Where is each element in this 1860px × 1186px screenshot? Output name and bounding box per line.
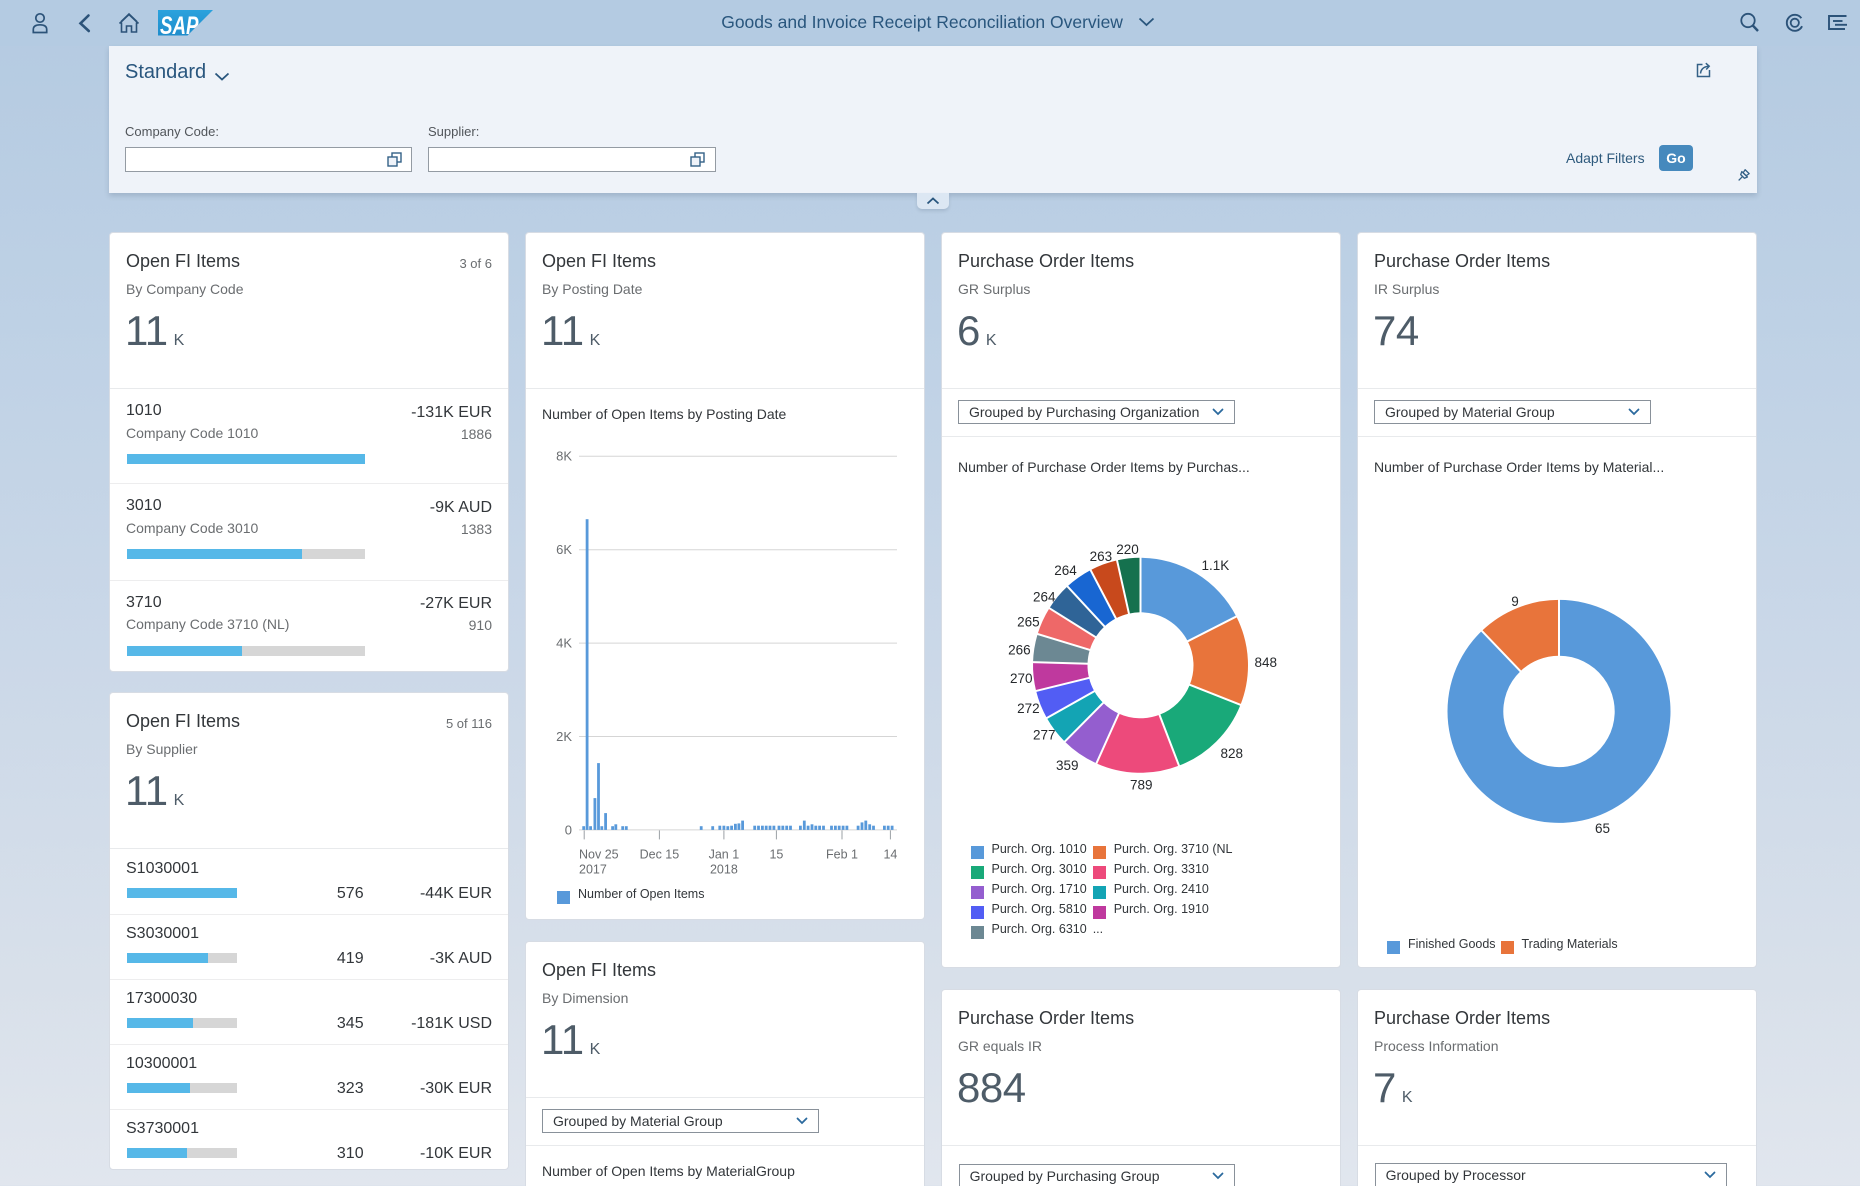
svg-text:2017: 2017 [579,863,607,877]
svg-text:789: 789 [1130,778,1153,793]
svg-text:272: 272 [1017,701,1040,716]
svg-text:2018: 2018 [710,863,738,877]
svg-text:270: 270 [1010,671,1033,686]
svg-text:0: 0 [565,822,572,837]
svg-text:2K: 2K [556,729,572,744]
svg-text:220: 220 [1116,542,1139,557]
svg-text:65: 65 [1595,821,1610,836]
svg-text:4K: 4K [556,636,572,651]
svg-text:Feb 1: Feb 1 [826,848,858,862]
svg-text:Jan 1: Jan 1 [709,848,740,862]
svg-text:1.1K: 1.1K [1202,558,1230,573]
svg-text:263: 263 [1090,549,1113,564]
svg-text:6K: 6K [556,542,572,557]
svg-text:14: 14 [883,848,897,862]
svg-text:Nov 25: Nov 25 [579,848,619,862]
svg-text:265: 265 [1017,614,1040,629]
svg-text:848: 848 [1255,655,1278,670]
svg-text:15: 15 [769,848,783,862]
svg-text:266: 266 [1008,643,1031,658]
svg-text:264: 264 [1033,590,1056,605]
svg-text:9: 9 [1511,594,1519,609]
svg-text:359: 359 [1056,758,1079,773]
svg-text:277: 277 [1033,728,1056,743]
svg-text:828: 828 [1221,746,1244,761]
svg-text:Dec 15: Dec 15 [640,848,680,862]
svg-text:8K: 8K [556,449,572,464]
svg-text:264: 264 [1054,563,1077,578]
